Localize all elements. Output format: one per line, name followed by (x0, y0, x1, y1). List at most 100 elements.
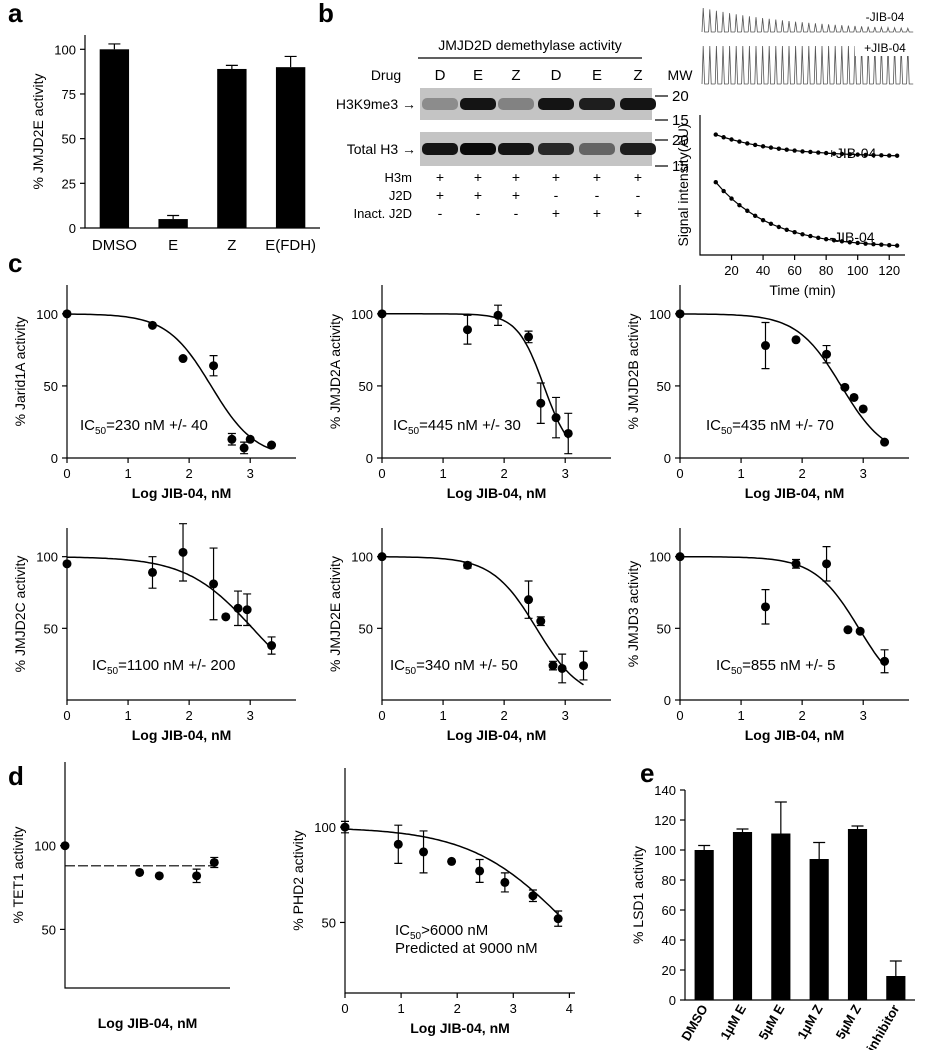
y-axis-label: % JMJD2E activity (327, 556, 343, 672)
point (831, 151, 837, 156)
condition-label: Inact. J2D (353, 206, 412, 221)
x-axis-label: Time (min) (769, 282, 835, 298)
x-tick-label: 0 (341, 1001, 348, 1016)
point (847, 240, 853, 245)
drug-label: Drug (371, 67, 401, 83)
axes (344, 768, 575, 994)
annotation-text: IC (390, 657, 405, 674)
point (808, 149, 813, 155)
y-tick-label: 50 (44, 379, 58, 394)
point (871, 152, 876, 158)
point (894, 153, 900, 158)
annotation-text: IC (393, 417, 408, 434)
x-tick-label: 2 (501, 708, 508, 723)
panel-label: a (8, 0, 23, 28)
x-axis-label: Log JIB-04, nM (745, 485, 845, 501)
annotation-rest: =435 nM +/- 70 (732, 417, 834, 434)
x-tick-label: 1µM E (717, 1002, 749, 1043)
point (536, 616, 546, 626)
bar (99, 49, 130, 228)
condition-sign: - (595, 187, 600, 203)
mw-marker: 15 (672, 112, 689, 129)
annotation-rest: =230 nM +/- 40 (106, 417, 208, 434)
error-bar (774, 801, 787, 834)
point (792, 148, 797, 153)
x-axis-label: Log JIB-04, nM (410, 1020, 510, 1036)
condition-sign: + (512, 187, 520, 203)
condition-sign: - (438, 205, 443, 221)
point (377, 309, 387, 319)
point (831, 238, 837, 243)
y-tick-label: 50 (44, 621, 58, 636)
y-tick-label: 0 (664, 451, 671, 466)
annotation-sub: 50 (721, 426, 733, 437)
y-tick-label: 0 (51, 451, 58, 466)
x-tick-label: 0 (378, 466, 385, 481)
x-tick-label: 20 (724, 263, 738, 278)
point (147, 567, 157, 577)
point (553, 914, 563, 924)
point (154, 871, 164, 881)
y-axis-label: % JMJD2A activity (327, 314, 343, 429)
point (760, 341, 770, 351)
fit-curve (680, 313, 886, 441)
annotation-sub: 50 (408, 426, 420, 437)
axes (684, 790, 915, 1001)
x-tick-label: Z (227, 237, 236, 254)
y-axis-label: % Jarid1A activity (12, 317, 28, 427)
point (419, 847, 429, 857)
annotation: IC50=435 nM +/- 70 (706, 417, 834, 437)
y-tick-label: 140 (654, 783, 676, 798)
point (462, 560, 472, 570)
band (460, 98, 496, 110)
x-tick-label: 0 (378, 708, 385, 723)
y-axis-label: % TET1 activity (10, 827, 26, 924)
fit-curve (67, 556, 273, 649)
band (620, 143, 656, 155)
point (524, 332, 534, 342)
fit-curve (66, 313, 272, 450)
x-tick-label: 2 (186, 466, 193, 481)
x-axis-label: Log JIB-04, nM (98, 1015, 198, 1031)
point (135, 867, 145, 877)
y-tick-label: 25 (62, 176, 76, 191)
point (840, 382, 850, 392)
x-tick-label: 5µM E (756, 1002, 788, 1043)
trace-label: -JIB-04 (866, 10, 905, 24)
x-tick-label: 1 (737, 466, 744, 481)
panel-label: d (8, 761, 24, 791)
mw-label: MW (668, 67, 694, 83)
band (620, 98, 656, 110)
point (340, 822, 350, 832)
axes (679, 528, 909, 701)
y-tick-label: 100 (649, 307, 671, 322)
lane-label: Z (633, 67, 642, 84)
error-bar (889, 960, 902, 976)
point (729, 137, 734, 142)
point (178, 547, 188, 557)
point (839, 239, 845, 244)
point (745, 141, 750, 146)
point (849, 392, 859, 402)
point (800, 149, 805, 154)
point (675, 552, 685, 562)
y-axis-label: % JMJD2C activity (12, 556, 28, 673)
condition-sign: - (554, 187, 559, 203)
point (776, 224, 782, 230)
row-label: Total H3 → (347, 141, 416, 157)
band (538, 98, 574, 110)
band (422, 98, 458, 110)
band (460, 143, 496, 155)
y-tick-label: 100 (649, 550, 671, 565)
point (178, 354, 188, 364)
point (816, 235, 821, 240)
point (475, 866, 485, 876)
fit-curve (344, 828, 559, 915)
point (377, 552, 387, 562)
point (887, 243, 892, 248)
point (737, 202, 742, 208)
condition-sign: - (514, 205, 519, 221)
y-tick-label: 100 (351, 307, 373, 322)
condition-sign: + (552, 169, 560, 185)
point (721, 135, 726, 140)
